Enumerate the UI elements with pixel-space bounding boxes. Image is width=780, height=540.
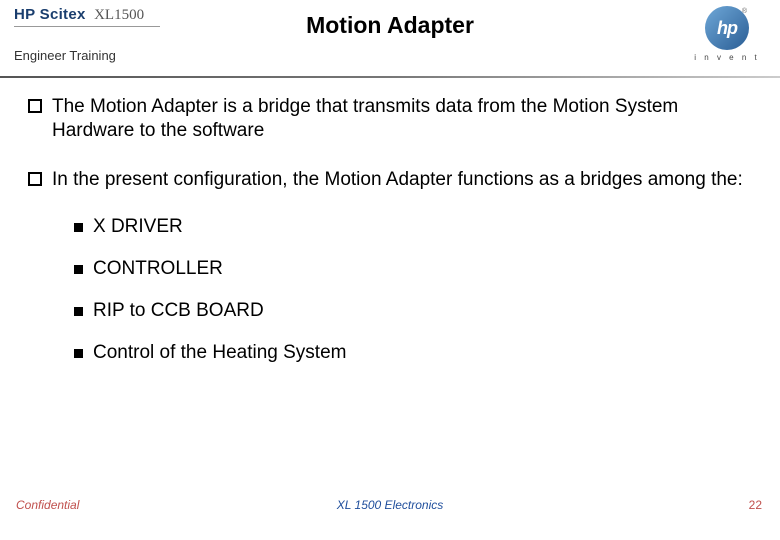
divider-line	[0, 76, 780, 78]
sub-bullet-item: Control of the Heating System	[74, 342, 752, 364]
page-number: 22	[749, 498, 762, 512]
sub-bullet-item: CONTROLLER	[74, 258, 752, 280]
page-title: Motion Adapter	[0, 12, 780, 39]
footer: Confidential XL 1500 Electronics 22	[0, 496, 780, 526]
sub-bullet-item: RIP to CCB BOARD	[74, 300, 752, 322]
content-area: The Motion Adapter is a bridge that tran…	[28, 95, 752, 384]
header: HP Scitex XL1500 Engineer Training Motio…	[0, 0, 780, 70]
slide: HP Scitex XL1500 Engineer Training Motio…	[0, 0, 780, 540]
sub-bullet-text: Control of the Heating System	[93, 342, 346, 364]
footer-title: XL 1500 Electronics	[0, 498, 780, 512]
hp-tagline: i n v e n t	[692, 53, 762, 62]
bullet-text: In the present configuration, the Motion…	[52, 168, 743, 192]
sub-bullet-text: CONTROLLER	[93, 258, 223, 280]
bullet-item: In the present configuration, the Motion…	[28, 168, 752, 192]
hp-logo: ® hp i n v e n t	[692, 6, 762, 62]
sub-list: X DRIVER CONTROLLER RIP to CCB BOARD Con…	[74, 216, 752, 364]
square-bullet-icon	[28, 172, 42, 186]
bullet-item: The Motion Adapter is a bridge that tran…	[28, 95, 752, 144]
filled-square-icon	[74, 307, 83, 316]
bullet-text: The Motion Adapter is a bridge that tran…	[52, 95, 752, 144]
sub-bullet-text: X DRIVER	[93, 216, 183, 238]
filled-square-icon	[74, 349, 83, 358]
filled-square-icon	[74, 223, 83, 232]
sub-bullet-item: X DRIVER	[74, 216, 752, 238]
filled-square-icon	[74, 265, 83, 274]
hp-letters: hp	[705, 6, 749, 50]
hp-circle-icon: hp	[705, 6, 749, 50]
subtitle-text: Engineer Training	[14, 48, 116, 63]
sub-bullet-text: RIP to CCB BOARD	[93, 300, 264, 322]
square-bullet-icon	[28, 99, 42, 113]
